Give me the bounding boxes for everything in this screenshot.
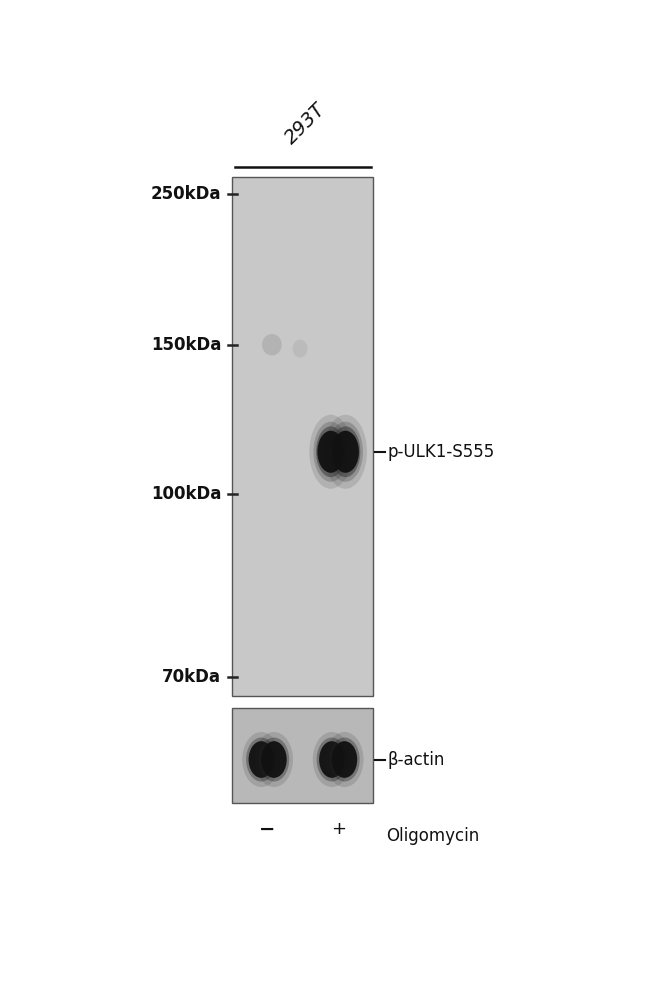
Text: Oligomycin: Oligomycin [386,826,479,845]
Text: 250kDa: 250kDa [151,185,221,204]
Ellipse shape [330,738,359,781]
Ellipse shape [259,738,289,781]
Ellipse shape [324,415,367,489]
Text: +: + [331,820,346,838]
Text: 150kDa: 150kDa [151,336,221,354]
Ellipse shape [255,732,293,787]
Ellipse shape [316,426,346,478]
Bar [233,708,373,803]
Bar [233,177,373,696]
Ellipse shape [317,431,344,473]
Text: p-ULK1-S555: p-ULK1-S555 [387,443,494,461]
Text: −: − [259,820,276,839]
Ellipse shape [332,741,358,778]
Ellipse shape [242,732,280,787]
Text: 100kDa: 100kDa [151,485,221,502]
Ellipse shape [326,732,363,787]
Text: 70kDa: 70kDa [162,668,221,686]
Ellipse shape [319,741,344,778]
Ellipse shape [313,422,348,482]
Ellipse shape [246,738,276,781]
Ellipse shape [313,732,351,787]
Ellipse shape [331,426,360,478]
Ellipse shape [309,415,352,489]
Ellipse shape [328,422,363,482]
Ellipse shape [332,431,359,473]
Ellipse shape [292,340,307,357]
Ellipse shape [262,334,281,355]
Ellipse shape [261,741,287,778]
Text: 293T: 293T [281,100,330,148]
Ellipse shape [317,738,347,781]
Text: β-actin: β-actin [387,751,445,769]
Ellipse shape [248,741,274,778]
